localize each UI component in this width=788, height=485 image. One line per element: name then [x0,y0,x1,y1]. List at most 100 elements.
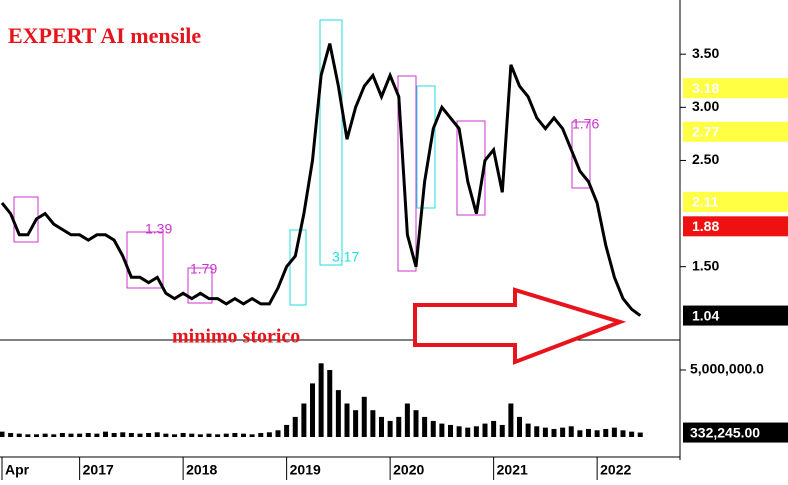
x-tick-label: 2022 [600,462,631,478]
volume-bar [137,433,143,437]
volume-bar [508,403,514,437]
arrow [413,287,627,365]
volume-bar [16,433,22,437]
x-tick-label: 2021 [497,462,528,478]
box-label: 1.39 [145,221,172,237]
volume-bar [629,431,635,437]
volume-bar [637,432,643,437]
price-line [0,43,642,317]
volume-bar [491,420,497,437]
volume-bar [396,416,402,437]
price-marker-label: 2.11 [692,194,719,210]
volume-bar [344,403,350,437]
volume-bar [594,430,600,437]
box [397,75,417,272]
volume-bar [301,403,307,437]
y-tick-label: 3.50 [692,45,719,61]
price-marker [683,216,788,237]
box-label: 1.76 [572,116,599,132]
volume-bar [335,390,341,437]
volume-bar [275,430,281,437]
volume-bar [128,432,134,437]
volume-bar [266,432,272,437]
box [187,267,213,304]
volume-bar [241,433,246,437]
volume-bar [77,433,83,437]
volume-bar [284,424,290,437]
y-tick-label: 2.50 [692,151,719,167]
volume-bar [577,430,583,437]
volume-bar [111,432,117,437]
price-marker-label: 1.04 [692,307,719,323]
volume-bar [361,396,367,437]
price-marker [683,78,788,99]
y-tick-label: 3.00 [692,98,719,114]
volume-bar [85,432,91,437]
volume-bar [430,420,436,437]
volume-bar [232,432,238,437]
volume-bar [517,416,522,437]
box-label: 3.17 [332,249,359,265]
box-label: 1.79 [190,261,217,277]
x-tick-label: 2020 [393,462,424,478]
volume-bar [189,433,195,437]
x-tick-label: 2019 [290,462,321,478]
volume-bar [586,428,591,437]
y-tick-label: 1.50 [692,257,719,273]
volume-bar [103,431,108,437]
price-marker [683,121,788,142]
volume-bar [310,383,315,437]
volume-bar [603,428,609,437]
volume-bar [59,432,65,437]
annotation: minimo storico [172,326,300,348]
volume-bar [525,423,531,437]
volume-bar [42,433,48,437]
volume-bar [249,434,255,437]
volume-bar [206,433,212,437]
volume-bar [163,433,169,437]
price-marker-label: 2.77 [692,123,719,139]
volume-bar [560,427,566,437]
volume-bar [611,427,617,437]
y-tick-label: 5,000,000.0 [690,361,764,377]
volume-bar [413,410,419,437]
volume-bar [370,410,376,437]
volume-bar [499,424,505,437]
volume-bar [0,431,5,437]
volume-bar [482,423,488,437]
volume-bar [223,433,229,437]
volume-bar [292,416,298,437]
volume-bar [8,432,14,437]
volume-bar [146,432,152,437]
volume-bar [327,370,333,437]
volume-bar [473,426,479,437]
volume-bar [51,434,57,437]
volume-bar [387,420,393,437]
volume-bar [197,434,203,437]
box [126,231,164,289]
volume-bar [448,424,453,437]
price-marker [683,191,788,212]
volume-bar [551,428,557,437]
volume-bar [422,416,428,437]
volume-bar [318,363,324,437]
volume-bar [34,434,39,437]
chart-title: EXPERT AI mensile [8,23,201,48]
volume-bar [68,433,74,437]
volume-bar [534,426,540,437]
volume-bar [94,433,100,437]
price-marker-label: 3.18 [692,80,719,96]
volume-bar [620,430,626,437]
volume-bar [465,427,471,437]
price-marker [683,305,788,326]
volume-bar [215,434,221,437]
volume-bar [456,426,462,437]
volume-bar [120,432,126,437]
x-tick-label: 2018 [186,462,217,478]
volume-bar [353,410,359,437]
volume-bar [439,423,445,437]
volume-bar [180,432,186,437]
volume-bar [172,434,177,437]
